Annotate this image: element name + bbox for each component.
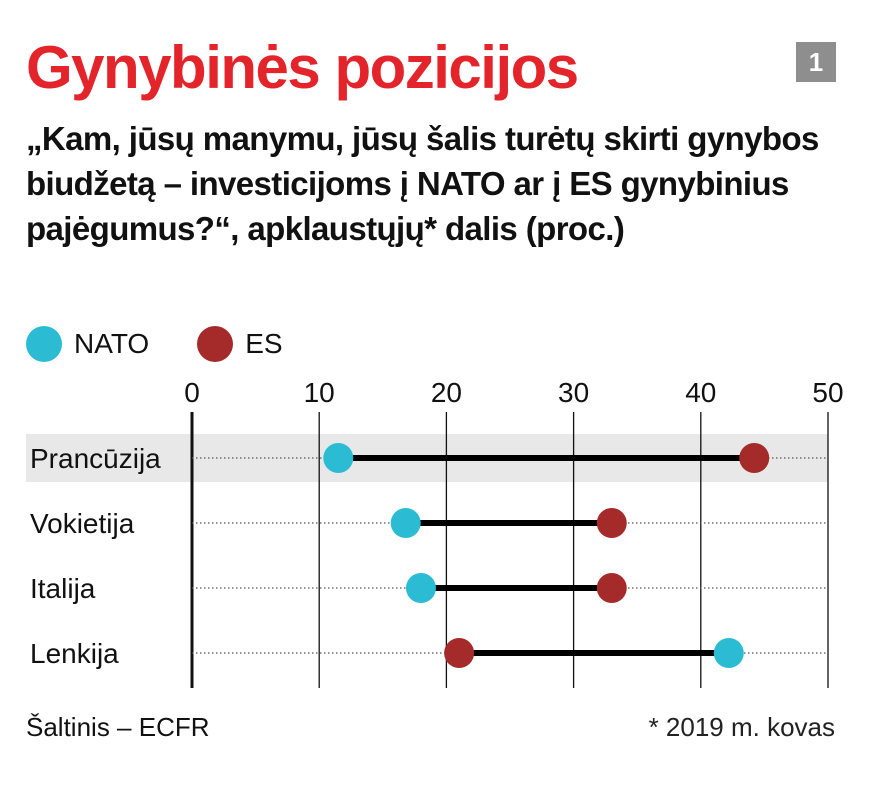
data-point-es <box>739 443 770 473</box>
chart-title: Gynybinės pozicijos <box>26 34 579 101</box>
legend-item-nato: NATO <box>26 326 149 362</box>
chart-subtitle: „Kam, jūsų manymu, jūsų šalis turėtų ski… <box>26 120 819 247</box>
x-tick-label-50: 50 <box>812 377 843 408</box>
legend-swatch-es <box>197 326 234 362</box>
data-point-nato <box>405 573 436 603</box>
data-point-es <box>444 638 475 668</box>
source-note: Šaltinis – ECFR <box>26 712 210 742</box>
x-tick-label-40: 40 <box>685 377 716 408</box>
category-label: Lenkija <box>30 638 119 669</box>
date-footnote: * 2019 m. kovas <box>648 712 835 742</box>
legend-swatch-nato <box>26 326 62 362</box>
category-label: Prancūzija <box>30 443 161 474</box>
x-tick-label-20: 20 <box>431 377 462 408</box>
dumbbell-chart: 0 10 20 30 40 50 Prancūzija Vokietija Italija Len… <box>26 377 844 688</box>
x-tick-label-0: 0 <box>184 377 200 408</box>
data-point-nato <box>713 638 744 668</box>
x-tick-label-30: 30 <box>558 377 589 408</box>
x-tick-label-10: 10 <box>304 377 335 408</box>
chart-legend: NATO ES <box>26 324 331 364</box>
legend-label-nato: NATO <box>74 328 150 359</box>
category-label: Vokietija <box>30 508 135 539</box>
chart-number-badge: 1 <box>796 42 836 82</box>
data-point-es <box>596 573 627 603</box>
data-point-nato <box>323 443 354 473</box>
data-point-es <box>596 508 627 538</box>
legend-label-es: ES <box>245 328 283 359</box>
category-label: Italija <box>30 573 96 604</box>
legend-item-es: ES <box>197 326 283 362</box>
data-point-nato <box>390 508 421 538</box>
